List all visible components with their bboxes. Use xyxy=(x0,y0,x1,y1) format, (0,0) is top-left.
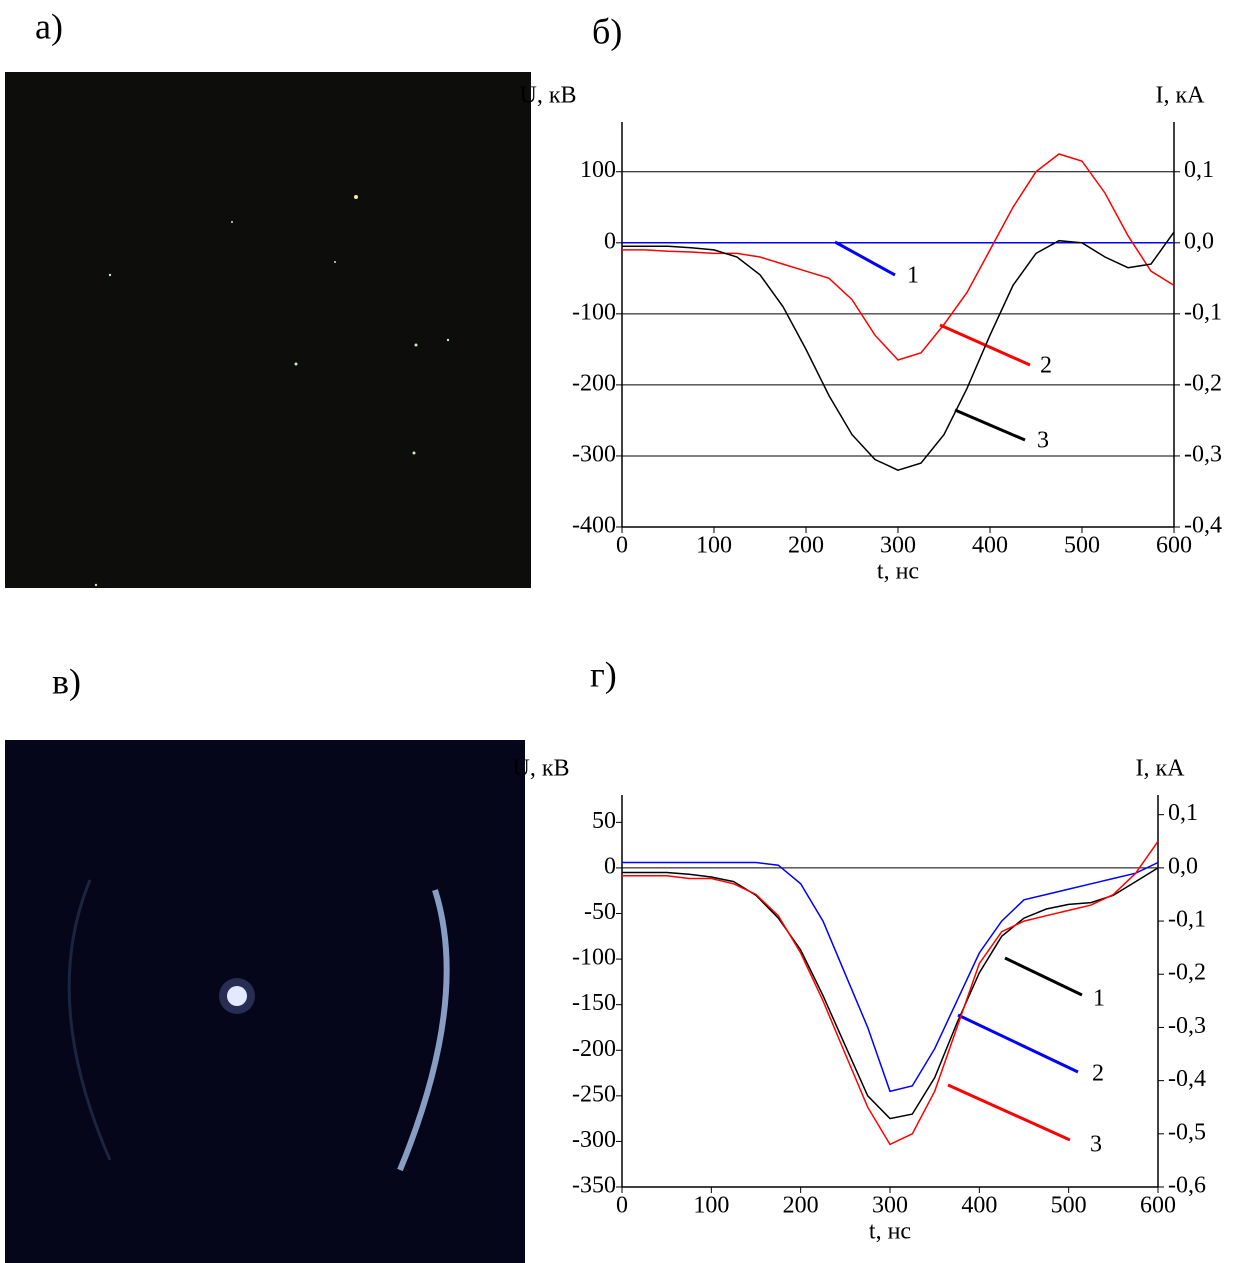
y-axis-label: U, кВ xyxy=(520,83,577,109)
series-label: 3 xyxy=(1037,428,1049,454)
x-tick-label: 400 xyxy=(961,1193,997,1219)
x-tick-label: 300 xyxy=(880,533,916,559)
series-label: 2 xyxy=(1040,353,1052,379)
y2-tick-label: -0,3 xyxy=(1168,1013,1206,1039)
series-line xyxy=(622,840,1159,1146)
y-tick-label: 0 xyxy=(604,853,616,879)
y2-tick-label: 0,0 xyxy=(1184,228,1214,254)
x-tick-label: 100 xyxy=(696,533,732,559)
y2-tick-label: 0,0 xyxy=(1168,853,1198,879)
panel-label: г) xyxy=(590,654,617,694)
photo-a xyxy=(5,72,531,588)
photo-v-halo xyxy=(219,978,255,1014)
y2-tick-label: -0,2 xyxy=(1168,960,1206,986)
y2-tick-label: -0,3 xyxy=(1184,441,1222,467)
y-tick-label: -100 xyxy=(572,299,616,325)
y-tick-label: -100 xyxy=(572,945,616,971)
y-tick-label: -250 xyxy=(572,1081,616,1107)
series-label: 1 xyxy=(1093,986,1105,1012)
y-tick-label: 0 xyxy=(604,228,616,254)
x-tick-label: 200 xyxy=(783,1193,819,1219)
x-axis-label: t, нс xyxy=(869,1219,911,1245)
y2-tick-label: -0,4 xyxy=(1184,513,1222,539)
photo-v-rim xyxy=(67,879,112,1161)
y-tick-label: -50 xyxy=(584,899,616,925)
photo-v xyxy=(5,740,525,1263)
y-tick-label: -200 xyxy=(572,370,616,396)
photo-v-glow xyxy=(397,889,450,1172)
x-axis-label: t, нс xyxy=(877,559,919,585)
leader-line xyxy=(1004,956,1083,997)
y2-tick-label: 0,1 xyxy=(1184,157,1214,183)
y-tick-label: -200 xyxy=(572,1036,616,1062)
x-tick-label: 300 xyxy=(872,1193,908,1219)
y2-tick-label: -0,5 xyxy=(1168,1119,1206,1145)
y-axis-label: U, кВ xyxy=(513,756,570,782)
x-tick-label: 500 xyxy=(1051,1193,1087,1219)
y2-axis-label: I, кА xyxy=(1156,83,1206,109)
y2-axis-label: I, кА xyxy=(1136,756,1186,782)
x-tick-label: 200 xyxy=(788,533,824,559)
x-tick-label: 0 xyxy=(616,1193,628,1219)
x-tick-label: 100 xyxy=(693,1193,729,1219)
y2-tick-label: -0,6 xyxy=(1168,1173,1206,1199)
panel-label: а) xyxy=(35,6,63,46)
series-line xyxy=(622,867,1159,1120)
panel-label: б) xyxy=(592,11,622,51)
y-tick-label: 100 xyxy=(580,157,616,183)
y-tick-label: -150 xyxy=(572,990,616,1016)
y2-tick-label: -0,1 xyxy=(1168,907,1206,933)
leader-line xyxy=(954,408,1026,442)
y-tick-label: -350 xyxy=(572,1173,616,1199)
y-tick-label: -300 xyxy=(572,1127,616,1153)
x-tick-label: 600 xyxy=(1140,1193,1176,1219)
leader-line xyxy=(834,240,896,277)
leader-line xyxy=(957,1013,1079,1074)
y-tick-label: -300 xyxy=(572,441,616,467)
photo-a-sparks xyxy=(94,195,450,587)
series-label: 1 xyxy=(907,263,919,289)
series-label: 2 xyxy=(1092,1061,1104,1087)
y2-tick-label: 0,1 xyxy=(1168,800,1198,826)
y-tick-label: 50 xyxy=(592,808,616,834)
y2-tick-label: -0,1 xyxy=(1184,299,1222,325)
leader-line xyxy=(947,1083,1071,1142)
series-line xyxy=(622,861,1159,1093)
y2-tick-label: -0,4 xyxy=(1168,1066,1206,1092)
x-tick-label: 500 xyxy=(1064,533,1100,559)
photo-v-spot xyxy=(227,986,247,1006)
x-tick-label: 400 xyxy=(972,533,1008,559)
series-line xyxy=(622,231,1175,472)
y-tick-label: -400 xyxy=(572,513,616,539)
series-label: 3 xyxy=(1090,1132,1102,1158)
series-line xyxy=(622,153,1175,361)
panel-label: в) xyxy=(52,661,81,701)
y2-tick-label: -0,2 xyxy=(1184,370,1222,396)
x-tick-label: 600 xyxy=(1156,533,1192,559)
x-tick-label: 0 xyxy=(616,533,628,559)
